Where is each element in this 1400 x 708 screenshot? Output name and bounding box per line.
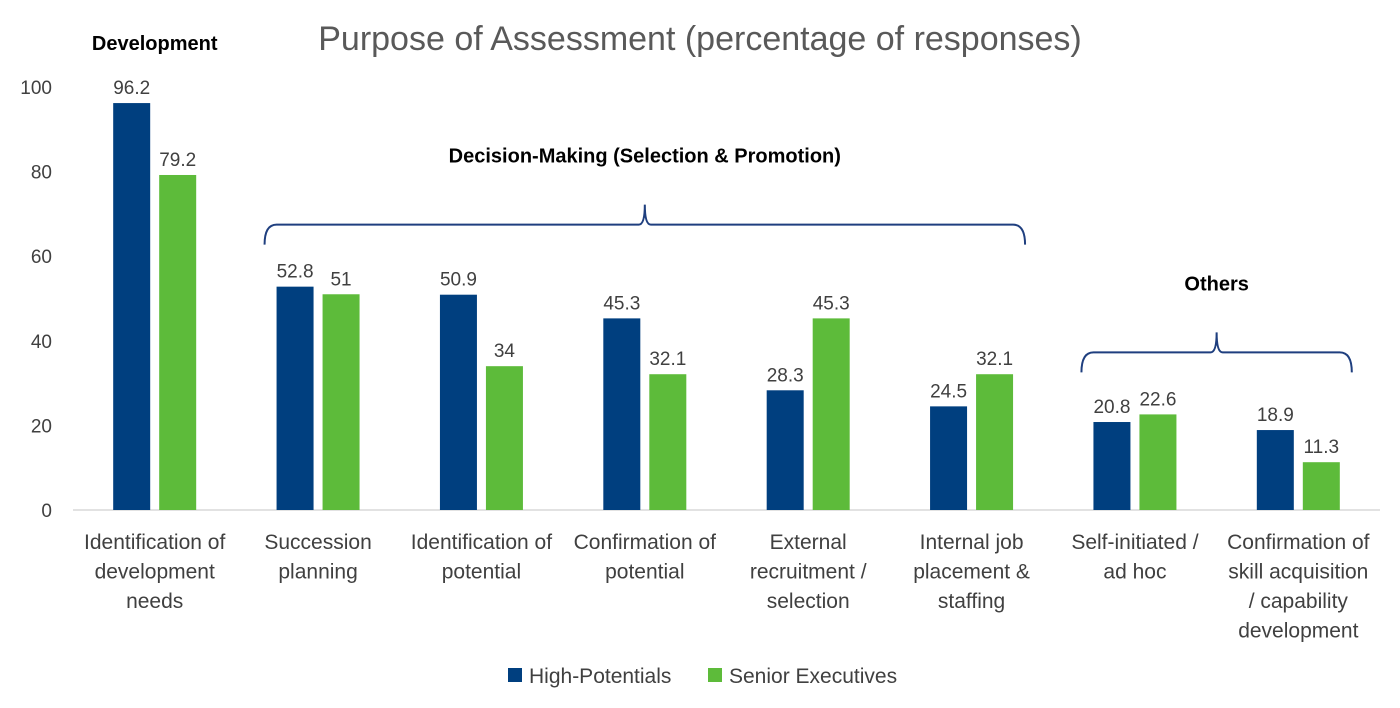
legend-label: High-Potentials: [529, 665, 671, 688]
legend: High-Potentials Senior Executives: [508, 665, 897, 688]
bar: [976, 374, 1014, 510]
data-label: 96.2: [113, 78, 150, 99]
bar: [113, 103, 151, 510]
bar: [1139, 414, 1177, 510]
data-label: 45.3: [813, 293, 850, 314]
data-label: 79.2: [159, 150, 196, 171]
data-label: 24.5: [930, 381, 967, 402]
bar: [603, 318, 641, 510]
category-label: External recruitment / selection: [750, 531, 867, 613]
group-brace: [1080, 332, 1353, 373]
bars: [113, 103, 1340, 510]
y-tick-label: 20: [31, 416, 52, 437]
data-label: 34: [494, 341, 516, 362]
data-label: 45.3: [603, 293, 640, 314]
category-label: Self-initiated / ad hoc: [1071, 531, 1198, 584]
data-label: 52.8: [277, 262, 314, 283]
y-tick-label: 0: [41, 501, 52, 522]
chart-title: Purpose of Assessment (percentage of res…: [318, 20, 1082, 58]
legend-label: Senior Executives: [729, 665, 897, 688]
y-tick-label: 80: [31, 163, 52, 184]
y-tick-label: 40: [31, 332, 52, 353]
data-labels: 96.2 52.8 50.9 45.3 28.3 24.5 20.8 18.9 79.2 51 34…: [113, 78, 1339, 458]
bar: [1302, 462, 1340, 510]
data-label: 50.9: [440, 270, 477, 291]
data-label: 18.9: [1257, 405, 1294, 426]
y-tick-label: 60: [31, 247, 52, 268]
data-label: 32.1: [649, 349, 686, 370]
data-label: 22.6: [1139, 389, 1176, 410]
legend-swatch: [508, 668, 522, 682]
data-label: 11.3: [1304, 437, 1340, 458]
y-tick-label: 100: [20, 78, 52, 99]
category-label: Succession planning: [264, 531, 371, 584]
bar: [276, 286, 314, 510]
category-label: Internal job placement & staffing: [913, 531, 1030, 613]
category-label: Confirmation of skill acquisition / capabi…: [1227, 531, 1370, 643]
bar: [439, 294, 477, 510]
data-label: 28.3: [767, 365, 804, 386]
bar: [930, 406, 968, 510]
bar: [1256, 430, 1294, 510]
data-label: 51: [330, 269, 351, 290]
legend-swatch: [708, 668, 722, 682]
bar: [322, 294, 360, 510]
category-label: Confirmation of potential: [574, 531, 717, 584]
group-brace: [263, 204, 1027, 245]
bar: [649, 374, 687, 510]
category-label: Identification of development needs: [84, 531, 225, 613]
group-annotations: Development Decision-Making (Selection & …: [92, 33, 1353, 373]
group-label: Others: [1184, 273, 1248, 295]
bar: [1093, 422, 1131, 510]
category-labels: Identification of development needs Success…: [84, 531, 1370, 643]
group-label: Decision-Making (Selection & Promotion): [449, 146, 841, 168]
bar: [485, 366, 523, 510]
data-label: 20.8: [1093, 397, 1130, 418]
bar: [812, 318, 850, 510]
bar: [766, 390, 804, 510]
data-label: 32.1: [976, 349, 1013, 370]
category-label: Identification of potential: [411, 531, 552, 584]
y-axis: 0 20 40 60 80 100: [20, 78, 52, 522]
bar: [159, 174, 197, 510]
group-label: Development: [92, 33, 218, 55]
